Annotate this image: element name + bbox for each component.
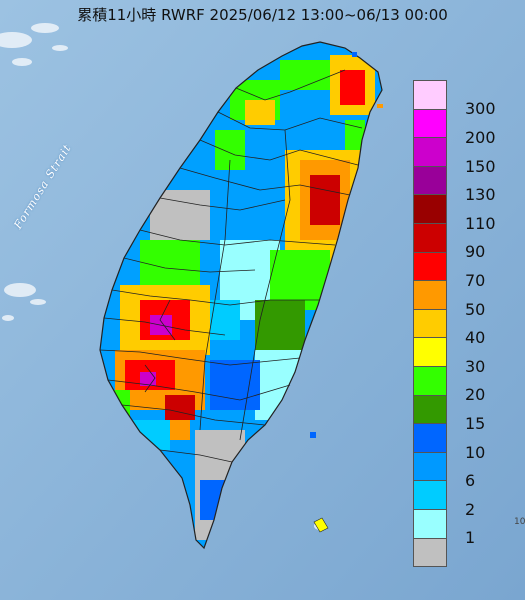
small-islands bbox=[310, 52, 383, 533]
legend-label: 30 bbox=[465, 356, 486, 376]
legend-swatch bbox=[413, 165, 447, 196]
legend-swatch bbox=[413, 366, 447, 396]
legend-swatch bbox=[413, 537, 447, 568]
legend-label: 150 bbox=[465, 156, 496, 176]
map-title: 累積11小時 RWRF 2025/06/12 13:00~06/13 00:00 bbox=[77, 6, 448, 24]
legend-label: 2 bbox=[465, 499, 476, 519]
legend-swatch bbox=[413, 194, 447, 224]
cloud-patches bbox=[0, 23, 326, 530]
legend-swatch bbox=[413, 80, 447, 110]
legend-swatch bbox=[413, 137, 447, 167]
legend-label: 90 bbox=[465, 242, 486, 262]
legend-swatch bbox=[413, 337, 447, 367]
legend-label: 200 bbox=[465, 128, 496, 148]
legend-label: 40 bbox=[465, 328, 486, 348]
legend-label: 6 bbox=[465, 471, 476, 491]
legend-swatch bbox=[413, 308, 447, 339]
legend-swatch bbox=[413, 394, 447, 425]
legend-label: 1 bbox=[465, 528, 476, 548]
legend-label: 110 bbox=[465, 213, 496, 233]
legend-label: 130 bbox=[465, 185, 496, 205]
legend-label: 20 bbox=[465, 385, 486, 405]
county-borders bbox=[99, 69, 363, 463]
legend-label: 300 bbox=[465, 99, 496, 119]
legend-swatch bbox=[413, 480, 447, 510]
legend-swatch bbox=[413, 509, 447, 539]
legend-swatch bbox=[413, 251, 447, 282]
legend-label: 70 bbox=[465, 271, 486, 291]
legend-label: 50 bbox=[465, 299, 486, 319]
legend-swatch bbox=[413, 108, 447, 139]
legend-swatch bbox=[413, 423, 447, 453]
legend-label: 10 bbox=[465, 442, 486, 462]
legend-swatch bbox=[413, 223, 447, 253]
legend-swatch bbox=[413, 451, 447, 482]
rainfall-legend: 300 200 150 130 110 90 70 50 40 30 20 15 10 6 2 1 bbox=[413, 80, 517, 570]
legend-swatch bbox=[413, 280, 447, 310]
legend-label: 15 bbox=[465, 414, 486, 434]
taiwan-coastline bbox=[99, 41, 383, 550]
island-label: 10 bbox=[514, 517, 525, 527]
